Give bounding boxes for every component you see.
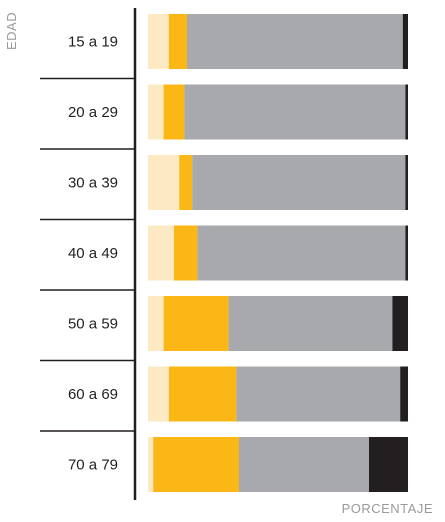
bar-segment [405, 225, 408, 281]
bar-segment [197, 225, 406, 281]
category-label: 50 a 59 [68, 316, 118, 333]
x-axis-label: PORCENTAJE [341, 501, 433, 516]
bar-segment [148, 84, 164, 140]
bar-segment [148, 14, 169, 69]
bar-segment [228, 296, 393, 351]
category-label: 30 a 39 [68, 175, 118, 192]
bar-segment [187, 14, 403, 69]
bar-segment [400, 366, 408, 422]
bar-segment [239, 437, 369, 492]
bar-segment [236, 366, 401, 422]
bar-segment [192, 155, 406, 210]
category-label: 70 a 79 [68, 457, 118, 474]
bar-segment [168, 14, 187, 69]
bar-segment [148, 225, 174, 281]
bar-segment [148, 296, 164, 351]
category-label: 20 a 29 [68, 104, 118, 121]
y-axis-label: EDAD [0, 10, 24, 50]
bar-segment [168, 366, 237, 422]
bar-segment [163, 296, 229, 351]
bar-segment [148, 437, 154, 492]
category-label: 40 a 49 [68, 245, 118, 262]
bar-segment [179, 155, 193, 210]
y-axis-label-text: EDAD [4, 11, 19, 50]
bar-segment [392, 296, 408, 351]
category-label: 60 a 69 [68, 386, 118, 403]
bar-segment [163, 84, 185, 140]
bar-segment [148, 155, 180, 210]
bar-segment [402, 14, 408, 69]
bar-segment [184, 84, 406, 140]
bar-segment [153, 437, 239, 492]
bar-segment [174, 225, 198, 281]
bar-segment [148, 366, 169, 422]
bar-segment [369, 437, 408, 492]
bar-segment [405, 84, 408, 140]
category-label: 15 a 19 [68, 34, 118, 51]
bar-segment [405, 155, 408, 210]
